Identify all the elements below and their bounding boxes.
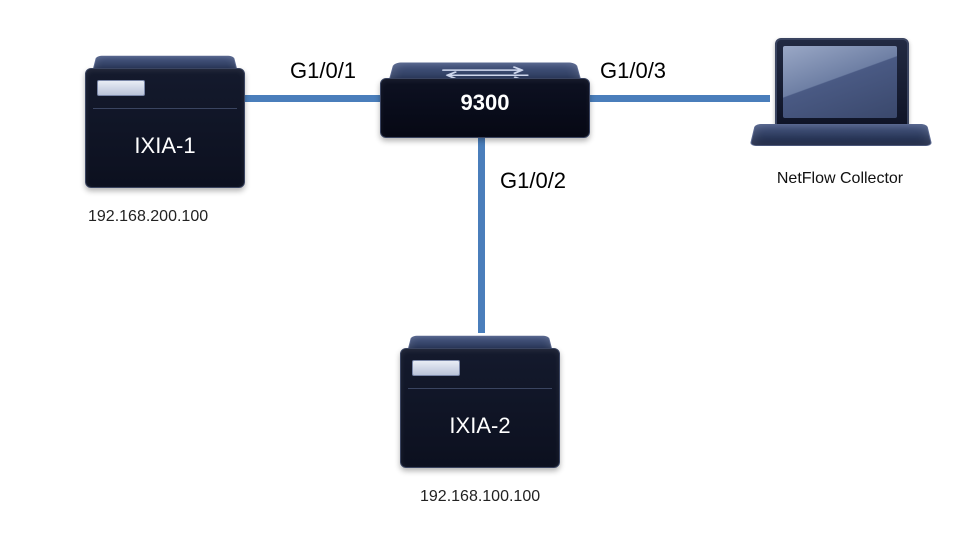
node-label: NetFlow Collector — [755, 170, 925, 188]
if-label-g102: G1/0/2 — [500, 168, 566, 194]
server-divider — [408, 388, 552, 389]
link-ixia1-switch — [230, 95, 390, 102]
ixia2-ip: 192.168.100.100 — [420, 488, 540, 506]
node-ixia1: IXIA-1 — [85, 38, 245, 188]
server-divider — [93, 108, 237, 109]
if-label-g101: G1/0/1 — [290, 58, 356, 84]
link-switch-collector — [585, 95, 770, 102]
server-drive-icon — [412, 360, 460, 376]
node-label: IXIA-1 — [85, 133, 245, 159]
node-label: IXIA-2 — [400, 413, 560, 439]
node-collector: NetFlow Collector — [755, 38, 925, 168]
ixia1-ip: 192.168.200.100 — [88, 208, 208, 226]
node-ixia2: IXIA-2 — [400, 318, 560, 468]
laptop-base — [750, 124, 933, 146]
server-drive-icon — [97, 80, 145, 96]
link-switch-ixia2 — [478, 138, 485, 333]
node-switch: 9300 — [380, 38, 590, 138]
node-label: 9300 — [380, 90, 590, 116]
if-label-g103: G1/0/3 — [600, 58, 666, 84]
laptop-screen — [783, 46, 897, 118]
